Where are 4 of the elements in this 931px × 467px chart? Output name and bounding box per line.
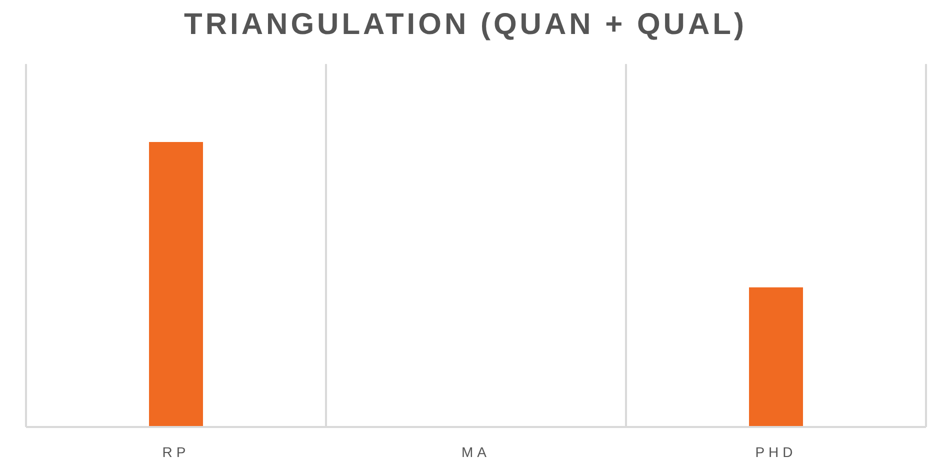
chart-title: TRIANGULATION (QUAN + QUAL) bbox=[184, 8, 747, 41]
x-tick-label: PHD bbox=[755, 444, 797, 460]
x-tick-label: RP bbox=[162, 444, 190, 460]
x-tick-label: MA bbox=[462, 444, 490, 460]
